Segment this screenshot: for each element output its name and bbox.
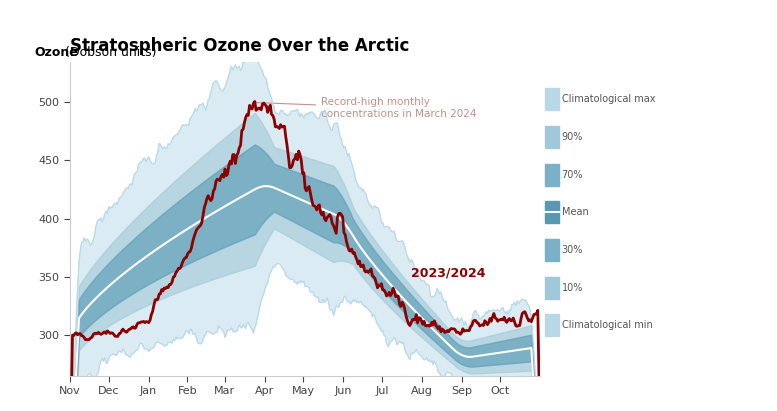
Text: Stratospheric Ozone Over the Arctic: Stratospheric Ozone Over the Arctic (70, 37, 409, 55)
FancyBboxPatch shape (545, 277, 559, 299)
Text: Mean: Mean (562, 207, 588, 217)
Text: (Dobson units): (Dobson units) (61, 46, 156, 58)
FancyBboxPatch shape (545, 164, 559, 186)
Text: 2023/2024: 2023/2024 (412, 267, 486, 280)
FancyBboxPatch shape (545, 88, 559, 110)
Text: 10%: 10% (562, 283, 583, 293)
FancyBboxPatch shape (545, 126, 559, 148)
Text: Climatological max: Climatological max (562, 94, 655, 104)
Text: Climatological min: Climatological min (562, 320, 653, 330)
FancyBboxPatch shape (545, 201, 559, 223)
Text: 70%: 70% (562, 170, 583, 180)
FancyBboxPatch shape (545, 239, 559, 261)
Text: Ozone: Ozone (35, 46, 78, 58)
FancyBboxPatch shape (545, 314, 559, 336)
Text: 30%: 30% (562, 245, 583, 255)
Text: Record-high monthly
concentrations in March 2024: Record-high monthly concentrations in Ma… (253, 97, 477, 119)
Text: 90%: 90% (562, 132, 583, 142)
